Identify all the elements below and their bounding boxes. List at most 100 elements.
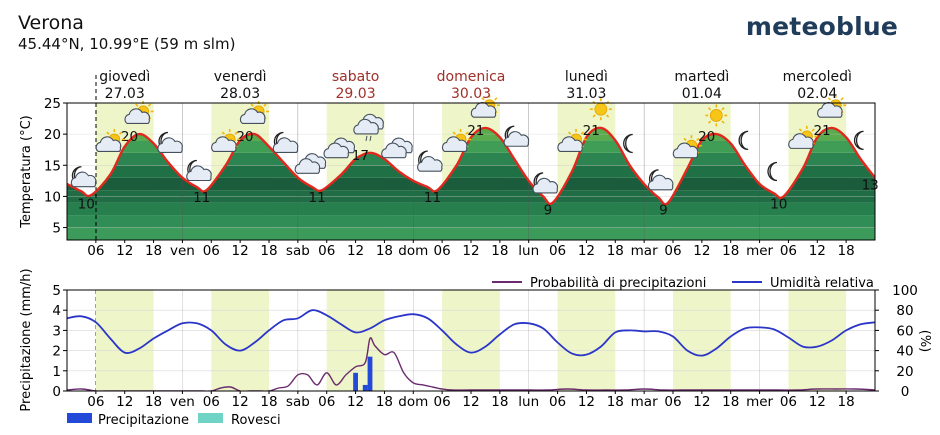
day-date: 02.04 (797, 86, 837, 102)
day-name: venerdì (214, 69, 267, 85)
sun-ray (221, 131, 225, 135)
temperature-label: 21 (467, 123, 484, 139)
temperature-band (67, 152, 875, 166)
day-date: 01.04 (682, 86, 722, 102)
moon-cloud-icon (647, 169, 674, 191)
temperature-label: 13 (862, 178, 879, 194)
hour-tick-label: 18 (260, 394, 277, 410)
temperature-label: 9 (659, 203, 668, 219)
sun-ray (494, 97, 498, 101)
hour-tick-label: 18 (491, 394, 508, 410)
cloud-shape (470, 102, 497, 118)
moon-cloud-icon (532, 172, 558, 194)
y2-tick-label: 20 (896, 364, 913, 380)
moon-icon (853, 130, 864, 151)
cloud-shape (532, 177, 558, 194)
hour-tick-label: 12 (693, 243, 710, 259)
temperature-label: 10 (770, 196, 787, 212)
sun-ray (707, 107, 712, 111)
y-tick-label: 15 (44, 158, 61, 174)
y-tick-label: 0 (52, 384, 61, 400)
day-date: 31.03 (566, 86, 606, 102)
legend-label-probability: Probabilità di precipitazioni (530, 276, 706, 291)
day-name: giovedì (99, 69, 150, 85)
sun-cloud-icon (211, 128, 241, 153)
precipitation-frame (66, 289, 876, 392)
moon-shape (623, 133, 633, 154)
y-tick-label: 4 (52, 303, 61, 319)
cloud-shape (157, 137, 183, 154)
sun-cloud-icon (470, 94, 500, 118)
cloud-shape (272, 137, 299, 154)
day-date: 29.03 (336, 86, 376, 102)
sun-ray (721, 120, 725, 124)
sun-disc (709, 109, 723, 122)
sun-ray (696, 137, 700, 141)
moon-icon (623, 133, 633, 154)
cloud-shape (95, 136, 122, 153)
hour-tick-label: 18 (376, 243, 393, 259)
sun-ray (721, 107, 725, 111)
rain-drop (365, 135, 368, 142)
hour-tick-label: ven (170, 243, 195, 259)
moon-shape (767, 161, 778, 182)
cloud-icon (294, 153, 327, 174)
sun-cloud-icon (124, 100, 154, 125)
sun-cloud-icon (95, 128, 125, 153)
hour-tick-label: mar (631, 394, 658, 410)
sun-ray (580, 131, 584, 135)
temperature-label: 21 (814, 123, 831, 139)
location-name: Verona (18, 12, 84, 34)
hour-tick-label: 18 (607, 394, 624, 410)
hour-tick-label: 12 (116, 243, 133, 259)
sun-cloud-icon (817, 94, 847, 118)
cloud-rain-icon (353, 113, 384, 142)
hour-tick-label: 06 (318, 394, 335, 410)
daylight-band (788, 290, 847, 391)
precipitation-axis-label: Precipitazione (mm/h) (19, 268, 34, 411)
temperature-band (67, 202, 875, 216)
precipitation-bar (367, 356, 373, 391)
temperature-label: 11 (424, 190, 441, 206)
hour-tick-label: 18 (145, 394, 162, 410)
cloud-shape (381, 142, 407, 159)
moon-cloud-icon (157, 131, 183, 154)
hour-tick-label: 12 (809, 394, 826, 410)
cloud-shape (239, 108, 266, 125)
hour-tick-label: 18 (260, 243, 277, 259)
cloud-shape (124, 108, 150, 125)
temperature-line (67, 126, 875, 206)
day-name: mercoledì (783, 69, 852, 85)
hour-tick-label: 12 (232, 394, 249, 410)
y-tick-label: 3 (52, 323, 61, 339)
y-tick-label: 5 (52, 283, 61, 299)
y-tick-label: 1 (52, 364, 61, 380)
y-tick-label: 10 (44, 189, 61, 205)
temperature-band (67, 215, 875, 228)
sun-ray (707, 120, 712, 124)
temperature-label: 11 (193, 190, 210, 206)
daylight-band (95, 290, 154, 391)
hour-tick-label: 12 (232, 243, 249, 259)
humidity-line (67, 309, 875, 357)
temperature-panel: 1020112011171121921920102113510152025Tem… (19, 75, 879, 391)
moon-cloud-icon (70, 166, 97, 188)
daylight-band (673, 290, 731, 391)
brand-logo[interactable]: meteoblue (745, 12, 898, 41)
precip-probability-line (67, 337, 875, 391)
cloud-shape (417, 156, 443, 172)
legend-swatch-showers (198, 413, 223, 423)
temperature-label: 17 (352, 148, 369, 164)
hour-tick-label: 06 (87, 243, 104, 259)
hour-tick-label: 06 (780, 394, 797, 410)
day-date: 27.03 (105, 86, 145, 102)
hour-tick-label: 06 (664, 394, 681, 410)
sun-ray (811, 128, 815, 132)
hour-tick-label: 12 (462, 394, 479, 410)
cloud-icon (323, 137, 355, 159)
y2-tick-label: 0 (901, 384, 910, 400)
hour-tick-label: mer (746, 243, 773, 259)
hour-tick-label: 06 (203, 394, 220, 410)
temperature-band (67, 140, 875, 153)
